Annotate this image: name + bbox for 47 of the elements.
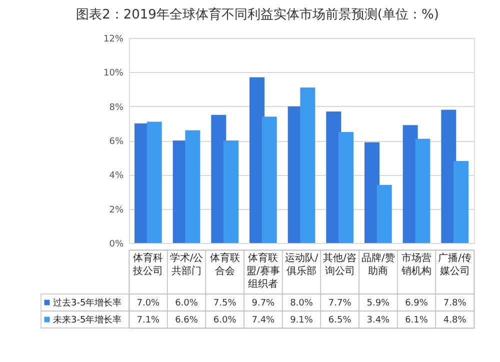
bar (454, 161, 469, 243)
x-tick-label: 体育联合会 (210, 252, 240, 277)
bar (300, 88, 316, 243)
y-tick-label: 8% (109, 102, 124, 113)
data-label: 6.6% (175, 316, 198, 326)
data-label: 5.9% (366, 298, 390, 308)
data-label: 3.4% (366, 316, 390, 326)
x-tick-label: 市场营销机构 (400, 252, 432, 277)
x-tick-label: 学术/公共部门 (170, 252, 204, 277)
x-tick-label: 广播/传媒公司 (438, 252, 472, 277)
data-label: 6.9% (405, 298, 428, 308)
data-label: 7.0% (136, 298, 160, 308)
data-label: 6.5% (328, 316, 352, 326)
bar (262, 116, 277, 243)
data-label: 4.8% (443, 316, 467, 326)
data-label: 7.1% (136, 316, 160, 326)
y-tick-label: 4% (109, 171, 124, 182)
data-label: 6.1% (405, 316, 428, 326)
legend-label: 过去3-5年增长率 (53, 298, 122, 308)
y-tick-label: 0% (109, 240, 124, 250)
data-label: 6.0% (213, 316, 237, 326)
data-label: 7.4% (252, 316, 276, 326)
x-tick-label: 体育科技公司 (132, 252, 164, 277)
data-label: 9.1% (290, 316, 314, 326)
bar (146, 122, 162, 243)
bar (415, 138, 430, 243)
bar (364, 142, 380, 243)
bar (224, 140, 239, 243)
x-tick-label: 其他/咨询公司 (323, 252, 357, 277)
bar (376, 184, 392, 243)
y-tick-label: 12% (103, 34, 124, 44)
data-label: 6.0% (175, 298, 198, 308)
data-label: 7.5% (213, 298, 237, 308)
data-label: 7.8% (443, 298, 467, 308)
y-tick-label: 10% (103, 68, 124, 79)
bar (185, 130, 200, 243)
chart-title: 图表2：2019年全球体育不同利益实体市场前景预测(单位：%) (76, 6, 439, 22)
y-tick-label: 6% (109, 137, 124, 147)
x-tick-label: 品牌/赞助商 (361, 252, 395, 277)
bar (338, 132, 354, 243)
y-tick-label: 2% (109, 205, 124, 216)
data-label: 8.0% (290, 298, 314, 308)
x-tick-label: 体育联盟/赛事组织者 (246, 252, 280, 290)
data-label: 7.7% (328, 298, 352, 308)
x-tick-label: 运动队/俱乐部 (284, 252, 319, 277)
legend-label: 未来3-5年增长率 (53, 314, 122, 326)
data-label: 9.7% (252, 298, 276, 308)
